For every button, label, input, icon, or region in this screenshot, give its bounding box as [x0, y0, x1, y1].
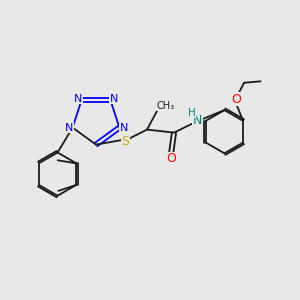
Text: N: N: [193, 114, 202, 127]
Text: H: H: [188, 108, 196, 118]
Text: CH₃: CH₃: [157, 100, 175, 111]
Text: S: S: [122, 135, 129, 148]
Text: O: O: [166, 152, 176, 165]
Text: O: O: [231, 93, 241, 106]
Text: N: N: [110, 94, 118, 103]
Text: N: N: [65, 123, 73, 133]
Text: N: N: [120, 123, 128, 133]
Text: N: N: [74, 94, 82, 103]
